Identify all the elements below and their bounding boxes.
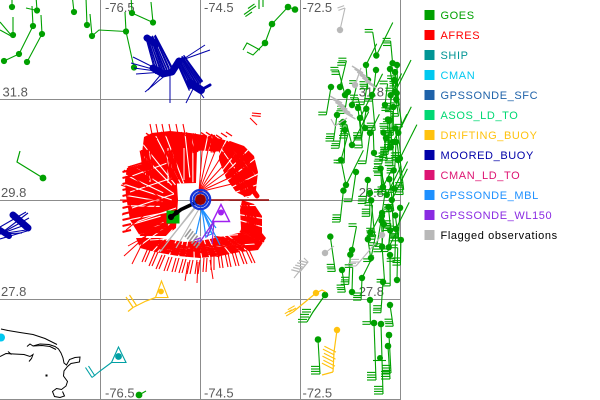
svg-text:-74.5: -74.5 [204,0,234,15]
svg-text:DRIFTING_BUOY: DRIFTING_BUOY [441,130,538,142]
svg-text:CMAN_LD_TO: CMAN_LD_TO [441,170,521,182]
svg-text:ASOS_LD_TO: ASOS_LD_TO [441,110,519,122]
svg-text:27.8: 27.8 [359,284,384,299]
svg-text:AFRES: AFRES [441,30,481,42]
svg-text:-76.5: -76.5 [105,386,135,400]
svg-text:-76.5: -76.5 [105,0,135,15]
svg-text:GPSSONDE_MBL: GPSSONDE_MBL [441,190,539,202]
svg-text:Flagged observations: Flagged observations [441,230,558,242]
svg-text:GPSSONDE_WL150: GPSSONDE_WL150 [441,210,553,222]
svg-text:SHIP: SHIP [441,50,469,62]
svg-text:-72.5: -72.5 [303,0,333,15]
svg-text:31.8: 31.8 [3,85,28,100]
svg-text:27.8: 27.8 [1,284,26,299]
svg-text:MOORED_BUOY: MOORED_BUOY [441,150,534,162]
svg-text:29.8: 29.8 [1,185,26,200]
svg-text:GOES: GOES [441,10,475,22]
svg-text:GPSSONDE_SFC: GPSSONDE_SFC [441,90,539,102]
svg-text:CMAN: CMAN [441,70,476,82]
svg-text:-74.5: -74.5 [204,386,234,400]
svg-text:-72.5: -72.5 [303,386,333,400]
